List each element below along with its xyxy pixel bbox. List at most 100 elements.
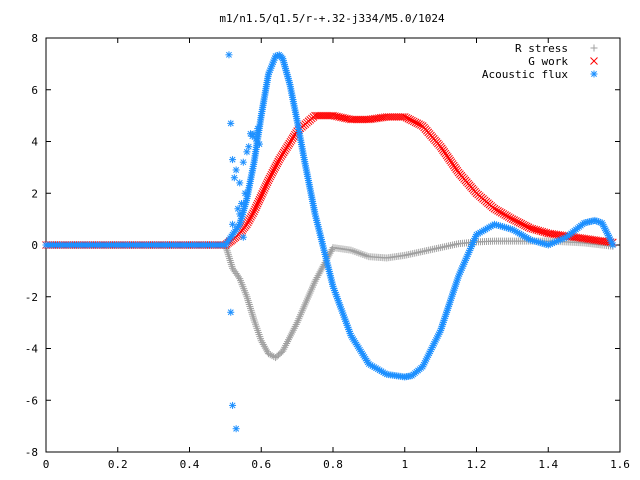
series-1-point bbox=[273, 159, 282, 168]
series-3-point bbox=[239, 233, 247, 241]
x-tick-label: 0.4 bbox=[180, 458, 200, 471]
series-1-point bbox=[250, 207, 258, 216]
series-1-point bbox=[256, 193, 265, 202]
series-1-point bbox=[267, 170, 276, 179]
series-1-point bbox=[266, 172, 275, 181]
series-1-point bbox=[264, 176, 273, 185]
series-1-point bbox=[512, 217, 520, 225]
series-1-point bbox=[504, 213, 513, 221]
x-tick-label: 1.4 bbox=[538, 458, 558, 471]
legend-label: G work bbox=[528, 55, 568, 68]
series-1-point bbox=[246, 214, 254, 223]
series-1-point bbox=[252, 203, 260, 212]
series-1-point bbox=[406, 115, 414, 124]
series-1-point bbox=[271, 163, 280, 171]
y-tick-label: 8 bbox=[31, 32, 38, 45]
legend-marker bbox=[590, 57, 598, 65]
x-tick-label: 1.2 bbox=[467, 458, 487, 471]
series-0-point bbox=[243, 295, 251, 303]
series-2-point bbox=[609, 241, 617, 249]
series-0-point bbox=[246, 302, 254, 310]
series-0-point bbox=[264, 350, 272, 358]
series-3-point bbox=[236, 210, 244, 218]
x-tick-label: 0.2 bbox=[108, 458, 128, 471]
x-tick-label: 0.8 bbox=[323, 458, 343, 471]
series-0-point bbox=[224, 251, 232, 259]
series-3-point bbox=[236, 179, 244, 187]
series-1-point bbox=[492, 205, 501, 214]
series-1-point bbox=[521, 221, 529, 230]
series-0-point bbox=[248, 308, 256, 316]
series-3-point bbox=[229, 220, 237, 228]
series-1-point bbox=[259, 188, 267, 196]
series-0-point bbox=[248, 310, 256, 318]
series-0-point bbox=[245, 299, 253, 307]
series-1-point bbox=[402, 113, 411, 122]
y-tick-label: -8 bbox=[25, 446, 38, 459]
series-1-point bbox=[409, 117, 418, 126]
series-3-point bbox=[229, 156, 237, 164]
series-1-point bbox=[243, 220, 251, 229]
series-1-point bbox=[258, 190, 267, 198]
series-3-point bbox=[227, 308, 235, 316]
series-0-point bbox=[245, 301, 253, 309]
x-tick-label: 1 bbox=[401, 458, 408, 471]
series-0-point bbox=[225, 253, 233, 261]
y-tick-label: -6 bbox=[25, 394, 38, 407]
series-1-point bbox=[400, 113, 409, 121]
series-3-point bbox=[254, 125, 262, 133]
series-1-point bbox=[404, 114, 413, 123]
series-1-point bbox=[510, 216, 519, 224]
series-1-point bbox=[494, 206, 502, 215]
series-0-point bbox=[247, 306, 255, 314]
series-3-point bbox=[232, 166, 240, 174]
series-1-point bbox=[245, 216, 253, 225]
series-1-point bbox=[265, 174, 274, 183]
series-3-point bbox=[243, 148, 251, 156]
legend-marker bbox=[590, 70, 598, 78]
series-1-point bbox=[270, 165, 279, 173]
series-1-point bbox=[268, 168, 277, 177]
series-0-point bbox=[224, 249, 232, 257]
axis-ticks: 0 0.2 0.4 0.6 0.8 1 1.2 1.4 1.6 8 6 4 2 0 -2 -4 -6 -8 bbox=[25, 32, 630, 471]
chart-title: m1/n1.5/q1.5/r-+.32-j334/M5.0/1024 bbox=[219, 12, 445, 25]
series-3-point bbox=[245, 143, 253, 151]
y-tick-label: 4 bbox=[31, 136, 38, 149]
series-0-point bbox=[246, 304, 254, 312]
series-1-point bbox=[260, 184, 269, 192]
x-tick-label: 0.6 bbox=[251, 458, 271, 471]
series-1-point bbox=[247, 213, 255, 221]
y-tick-label: -4 bbox=[25, 343, 39, 356]
series-0-point bbox=[226, 257, 234, 265]
legend-label: Acoustic flux bbox=[482, 68, 568, 81]
y-tick-label: 2 bbox=[31, 187, 38, 200]
series-0-point bbox=[226, 255, 234, 263]
series-1-point bbox=[244, 218, 252, 227]
series-3-point bbox=[230, 174, 238, 182]
series-0-point bbox=[268, 352, 276, 360]
y-tick-label: 0 bbox=[31, 239, 38, 252]
series-3-point bbox=[255, 140, 263, 148]
series-1-point bbox=[272, 161, 281, 170]
series-0-point bbox=[235, 273, 243, 281]
series-3-point bbox=[239, 158, 247, 166]
series-1-point bbox=[497, 209, 506, 217]
series-1-point bbox=[522, 222, 531, 231]
legend-marker bbox=[590, 44, 598, 52]
series-0-point bbox=[266, 351, 274, 359]
series-1-point bbox=[263, 178, 272, 187]
series-1-point bbox=[515, 218, 524, 227]
series-3-point bbox=[252, 135, 260, 143]
series-1-point bbox=[513, 217, 522, 226]
series-1-point bbox=[262, 180, 271, 189]
series-1-point bbox=[503, 212, 511, 220]
series-3-point bbox=[227, 119, 235, 127]
series-3-point bbox=[232, 425, 240, 433]
series-1-point bbox=[408, 116, 416, 125]
series-0-point bbox=[249, 314, 257, 322]
series-1-point bbox=[254, 197, 263, 206]
series-1-point bbox=[495, 208, 504, 216]
series-1-point bbox=[253, 199, 262, 208]
series-3-point bbox=[229, 401, 237, 409]
